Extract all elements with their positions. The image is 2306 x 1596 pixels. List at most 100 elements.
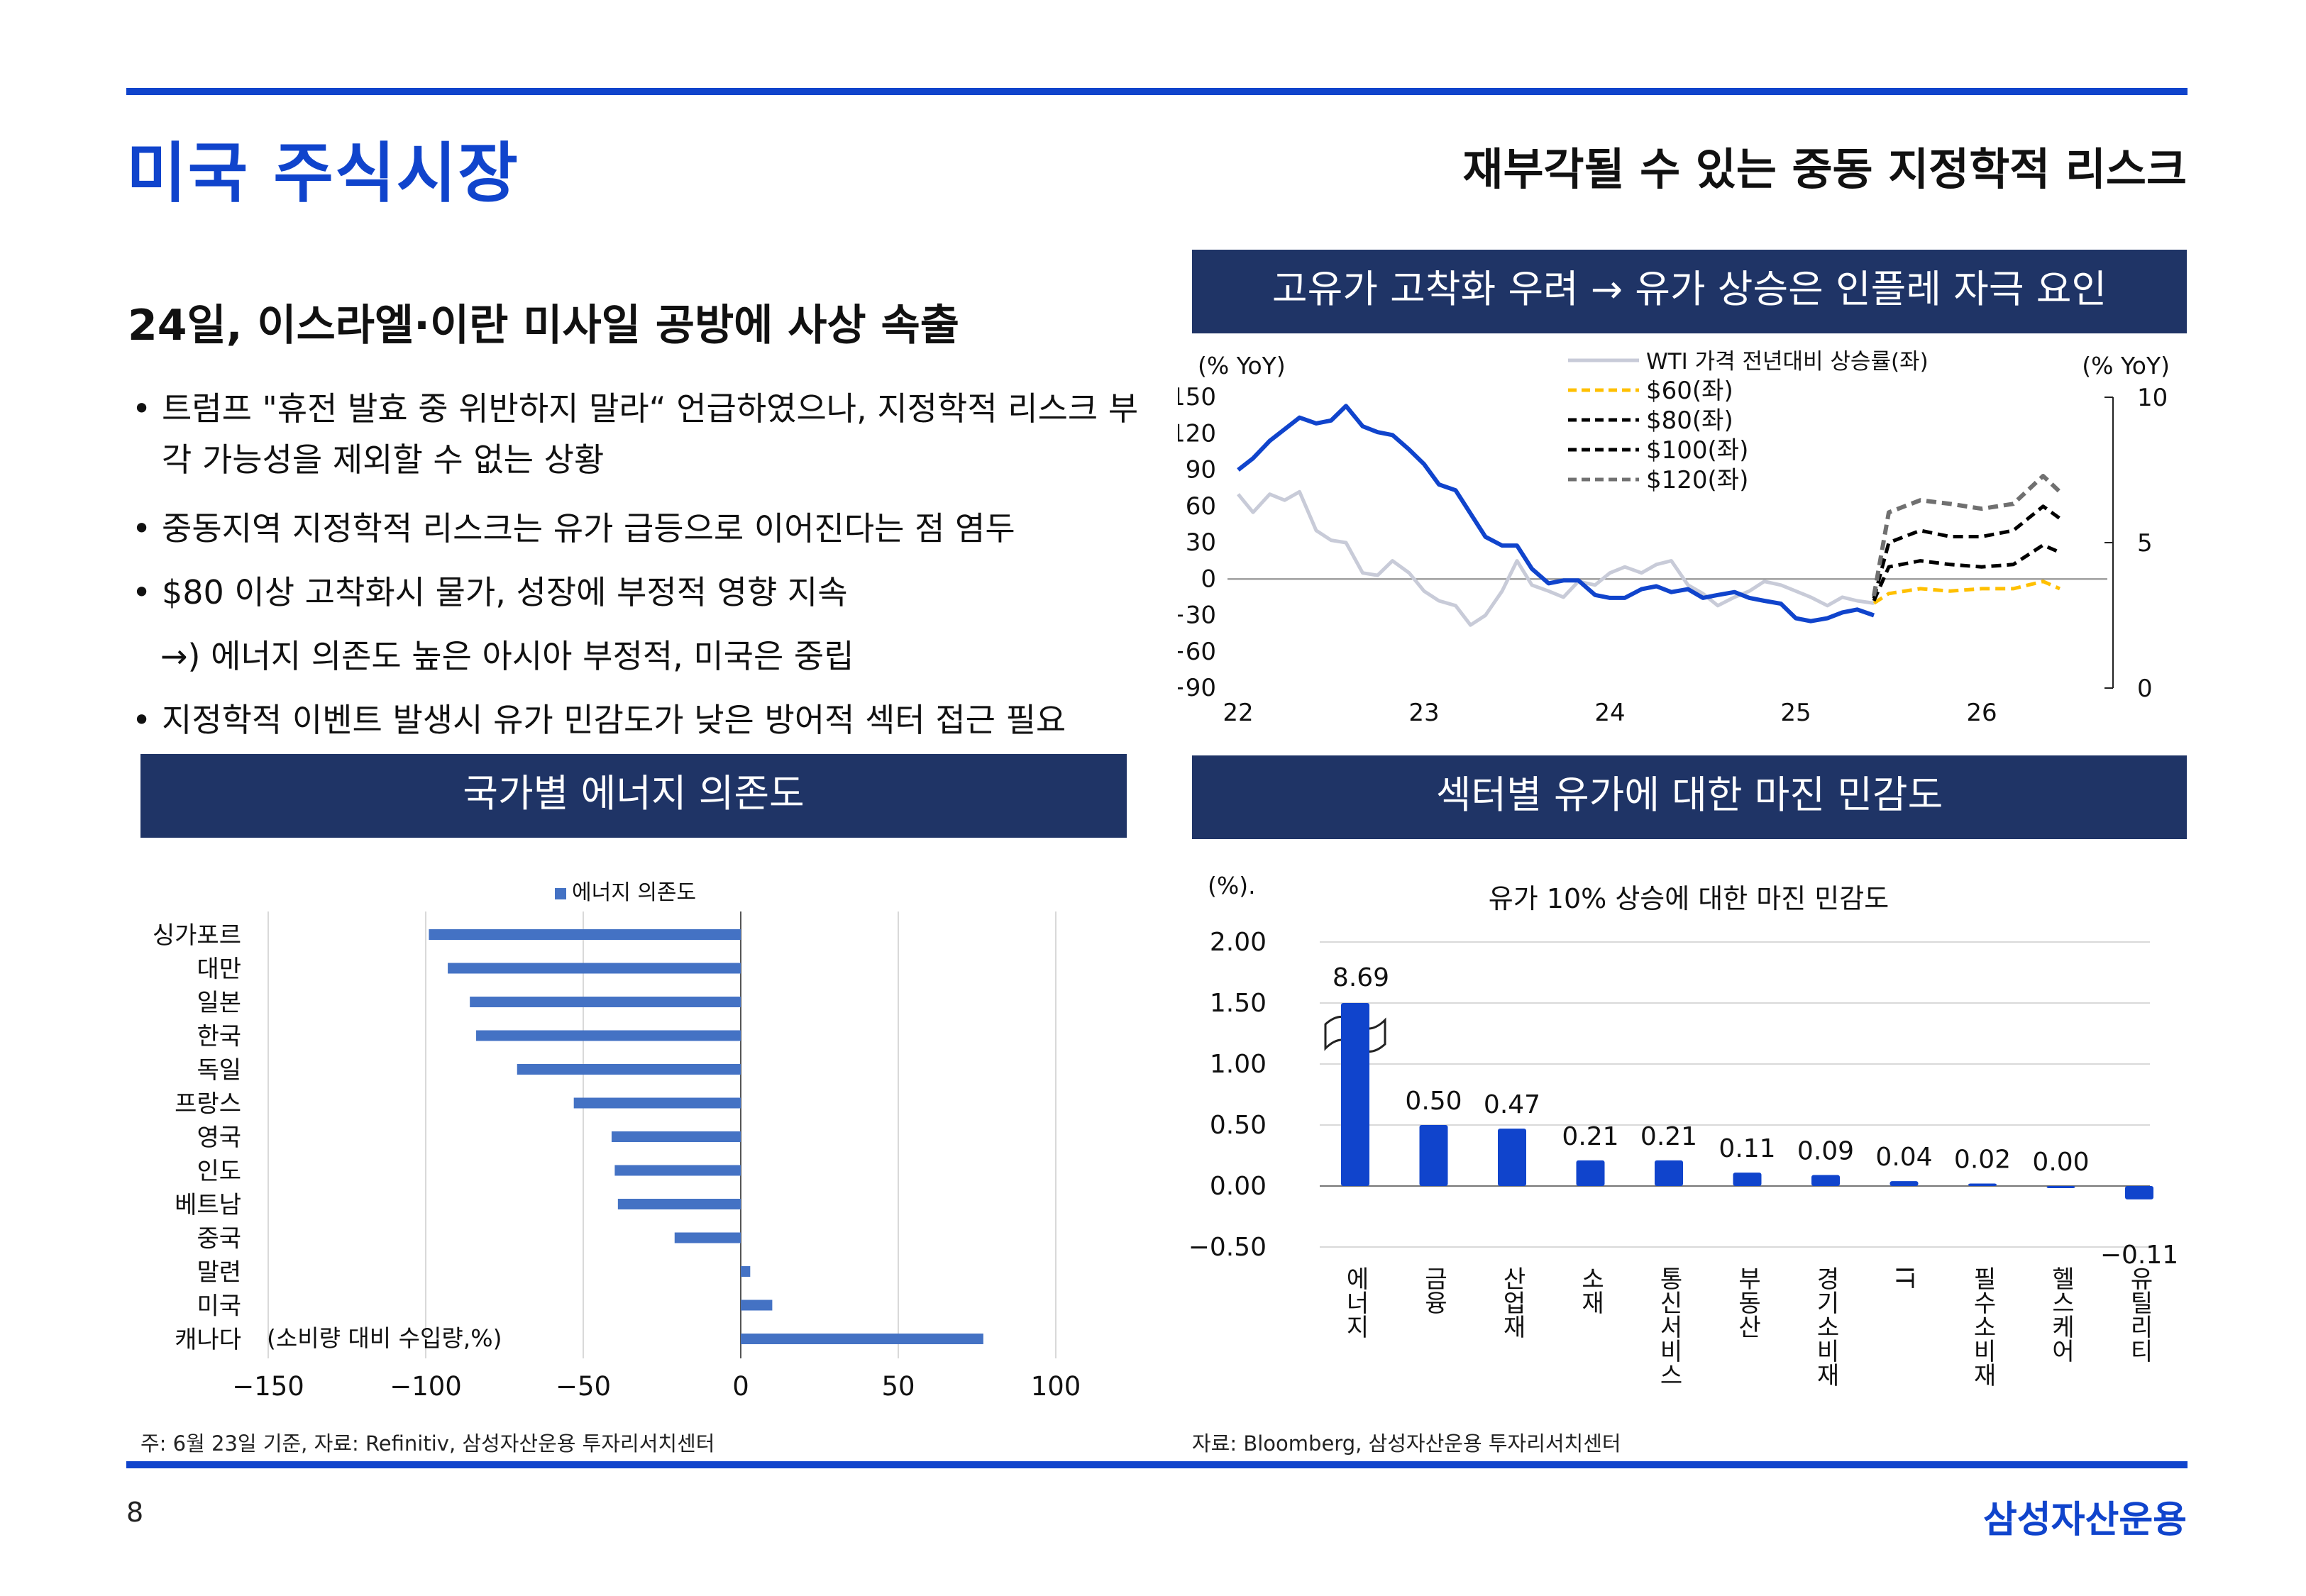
chart-series	[1341, 1003, 2153, 1199]
category-label: 대만	[197, 955, 241, 984]
category-label: 에너지	[1341, 1266, 1369, 1339]
value-label: 0.21	[1562, 1122, 1618, 1151]
page-number: 8	[126, 1497, 144, 1528]
x-tick-label: 0	[732, 1371, 749, 1402]
legend-label: $120(좌)	[1646, 466, 1748, 494]
y-tick-label: −30	[1178, 602, 1216, 630]
chart-annotation: (소비량 대비 수입량,%)	[267, 1324, 502, 1352]
right-axis-title: (% YoY)	[2082, 352, 2170, 379]
category-label: 일본	[197, 989, 241, 1017]
chart-axes: −150 −100 −50 0 50 100 싱가포르대만일본한국독일프랑스영국인도베트남중…	[153, 911, 1081, 1402]
y-tick-label: 30	[1186, 528, 1216, 557]
bullet-item: $80 이상 고착화시 물가, 성장에 부정적 영향 지속	[132, 560, 1140, 624]
bar	[429, 929, 741, 940]
x-tick-label: −50	[556, 1371, 611, 1402]
y-tick-label: 1.00	[1210, 1050, 1267, 1079]
chart-legend: WTI 가격 전년대비 상승률(좌)$60(좌)$80(좌)$100(좌)$12…	[1568, 349, 1929, 494]
legend-label: $80(좌)	[1646, 406, 1733, 435]
y-tick-label: −0.50	[1188, 1233, 1267, 1262]
footnote-left: 주: 6월 23일 기준, 자료: Refinitiv, 삼성자산운용 투자리서…	[140, 1431, 715, 1456]
series-line	[1872, 580, 2060, 605]
legend-label: $60(좌)	[1646, 377, 1733, 405]
y-tick-label: 120	[1178, 419, 1216, 448]
y-tick-label: 1.50	[1210, 989, 1267, 1018]
bar	[617, 1199, 741, 1209]
value-label: 0.09	[1797, 1137, 1854, 1166]
bar	[741, 1299, 773, 1311]
bar	[448, 963, 741, 974]
category-label: 독일	[197, 1056, 241, 1085]
right-tick-label: 10	[2137, 384, 2168, 412]
series-line	[1872, 543, 2061, 602]
bar	[1655, 1160, 1683, 1186]
bar	[1419, 1125, 1448, 1186]
bar	[1968, 1183, 1997, 1186]
y-tick-label: −90	[1178, 674, 1216, 702]
company-logo: 삼성자산운용	[1982, 1499, 2187, 1541]
bar	[2125, 1186, 2153, 1199]
bar	[611, 1131, 741, 1142]
oil-inflation-chart: 150 120 90 60 30 0 −30 −60 −90 10 5 0 22 23 24 25 26 WTI…	[1178, 349, 2170, 727]
chart-series	[1237, 404, 2062, 627]
y-tick-label: 60	[1186, 492, 1216, 521]
sector-chart-header: 섹터별 유가에 대한 마진 민감도	[1192, 755, 2187, 839]
bar	[1890, 1181, 1919, 1186]
x-tick-label: −100	[390, 1371, 462, 1402]
y-tick-label: 90	[1186, 456, 1216, 484]
category-label: 베트남	[175, 1191, 241, 1219]
page-subtitle: 재부각될 수 있는 중동 지정학적 리스크	[1462, 143, 2187, 195]
series-line	[1237, 489, 1875, 627]
value-label: 8.69	[1333, 963, 1389, 992]
headline: 24일, 이스라엘·이란 미사일 공방에 사상 속출	[128, 301, 959, 350]
y-tick-label: 2.00	[1210, 928, 1267, 957]
sector-sensitivity-chart: 2.00 1.50 1.00 0.50 0.00 −0.50 8.69 에너지 0.50 금융 0.…	[1188, 872, 2178, 1387]
value-label: −0.11	[2100, 1241, 2178, 1270]
y-tick-label: −60	[1178, 638, 1216, 666]
bullet-subitem: →) 에너지 의존도 높은 아시아 부정적, 미국은 중립	[160, 637, 854, 675]
category-label: 유틸리티	[2125, 1266, 2153, 1363]
y-tick-label: 150	[1178, 383, 1216, 411]
bottom-rule	[126, 1461, 2188, 1468]
x-tick-label: 22	[1223, 699, 1253, 727]
bar	[1733, 1173, 1762, 1186]
category-label: 부동산	[1733, 1266, 1762, 1339]
right-tick-label: 5	[2137, 529, 2153, 558]
category-label: 한국	[197, 1023, 241, 1051]
bar	[1498, 1129, 1526, 1186]
y-tick-label: 0.00	[1210, 1172, 1267, 1201]
value-label: 0.21	[1640, 1122, 1697, 1151]
bar	[517, 1064, 741, 1075]
oil-chart-header: 고유가 고착화 우려 → 유가 상승은 인플레 자극 요인	[1192, 250, 2187, 333]
bullet-item: 중동지역 지정학적 리스크는 유가 급등으로 이어진다는 점 염두	[132, 497, 1140, 560]
value-label: 0.04	[1875, 1143, 1932, 1172]
x-tick-label: 100	[1031, 1371, 1081, 1402]
bar	[470, 997, 741, 1007]
chart-series	[429, 929, 983, 1344]
energy-chart-header: 국가별 에너지 의존도	[140, 754, 1127, 838]
series-line	[1237, 404, 1875, 624]
category-label: 소재	[1577, 1266, 1605, 1314]
category-label: 헬스케어	[2047, 1266, 2075, 1363]
bar	[1341, 1003, 1369, 1186]
chart-axes: 150 120 90 60 30 0 −30 −60 −90 10 5 0 22 23 24 25 26	[1178, 383, 2168, 727]
category-label: 산업재	[1498, 1266, 1526, 1339]
category-label: 영국	[197, 1124, 241, 1152]
bar	[2046, 1186, 2075, 1188]
bar	[614, 1165, 741, 1176]
bar	[1576, 1160, 1605, 1186]
right-tick-label: 0	[2137, 675, 2153, 703]
category-label: 인도	[197, 1158, 241, 1186]
value-label: 0.50	[1405, 1087, 1462, 1116]
category-label: 필수소비재	[1968, 1266, 1997, 1387]
energy-dependence-chart: −150 −100 −50 0 50 100 싱가포르대만일본한국독일프랑스영국인도베트남중…	[153, 880, 1081, 1402]
bar	[573, 1097, 741, 1109]
value-label: 0.11	[1719, 1134, 1775, 1163]
page-title: 미국 주식시장	[126, 135, 519, 211]
category-label: 경기소비재	[1811, 1266, 1840, 1387]
bar	[741, 1266, 751, 1277]
footnote-right: 자료: Bloomberg, 삼성자산운용 투자리서치센터	[1192, 1431, 1621, 1456]
x-tick-label: 26	[1966, 699, 1997, 727]
category-label: 프랑스	[175, 1090, 241, 1119]
x-tick-label: 24	[1594, 699, 1625, 727]
series-line	[1872, 504, 2061, 599]
